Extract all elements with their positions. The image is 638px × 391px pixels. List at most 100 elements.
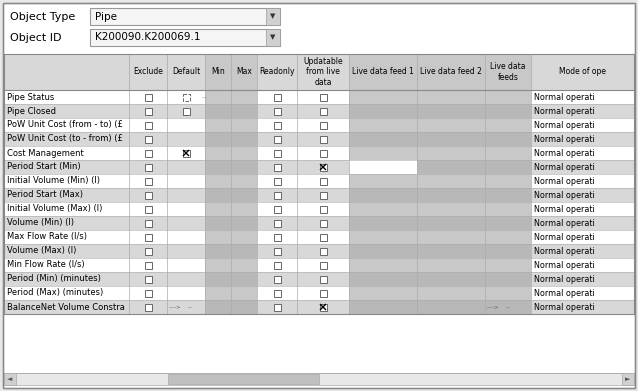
- Text: Mode of ope: Mode of ope: [559, 68, 606, 77]
- Bar: [129, 132, 167, 146]
- Bar: [320, 192, 327, 199]
- Bar: [349, 286, 417, 300]
- Bar: [417, 244, 485, 258]
- Bar: [297, 90, 349, 104]
- Bar: [257, 160, 297, 174]
- Text: Normal operati: Normal operati: [534, 149, 595, 158]
- Bar: [129, 188, 167, 202]
- Bar: [205, 272, 231, 286]
- Bar: [417, 146, 485, 160]
- Bar: [485, 174, 531, 188]
- Bar: [320, 206, 327, 212]
- Bar: [349, 300, 417, 314]
- Bar: [531, 258, 634, 272]
- Bar: [417, 216, 485, 230]
- Text: Normal operati: Normal operati: [534, 163, 595, 172]
- Text: ...: ...: [201, 95, 207, 99]
- Text: Readonly: Readonly: [259, 68, 295, 77]
- Bar: [297, 272, 349, 286]
- Bar: [205, 216, 231, 230]
- Bar: [129, 174, 167, 188]
- Bar: [485, 272, 531, 286]
- Bar: [257, 202, 297, 216]
- Text: ...: ...: [505, 305, 510, 310]
- Bar: [167, 216, 205, 230]
- Bar: [231, 216, 257, 230]
- Bar: [257, 146, 297, 160]
- Bar: [349, 272, 417, 286]
- Text: Period (Max) (minutes): Period (Max) (minutes): [7, 289, 103, 298]
- Bar: [417, 258, 485, 272]
- Bar: [4, 272, 129, 286]
- Bar: [231, 272, 257, 286]
- Bar: [417, 160, 485, 174]
- Bar: [4, 160, 129, 174]
- Text: Volume (Max) (l): Volume (Max) (l): [7, 246, 77, 255]
- Bar: [320, 122, 327, 129]
- Bar: [231, 118, 257, 132]
- Bar: [144, 136, 151, 142]
- Bar: [129, 272, 167, 286]
- Bar: [274, 276, 281, 283]
- Bar: [231, 230, 257, 244]
- Bar: [320, 163, 327, 170]
- Bar: [297, 146, 349, 160]
- Bar: [167, 244, 205, 258]
- Text: ◄: ◄: [7, 376, 13, 382]
- Bar: [531, 90, 634, 104]
- Bar: [349, 118, 417, 132]
- Bar: [129, 202, 167, 216]
- Text: Normal operati: Normal operati: [534, 219, 595, 228]
- Bar: [485, 202, 531, 216]
- Bar: [4, 258, 129, 272]
- Bar: [485, 230, 531, 244]
- Text: Live data
feeds: Live data feeds: [490, 62, 526, 82]
- Bar: [4, 244, 129, 258]
- Text: Pipe: Pipe: [95, 11, 117, 22]
- Bar: [320, 262, 327, 269]
- Text: Normal operati: Normal operati: [534, 274, 595, 283]
- Bar: [297, 188, 349, 202]
- Bar: [531, 132, 634, 146]
- Bar: [297, 258, 349, 272]
- Bar: [320, 289, 327, 296]
- Bar: [349, 258, 417, 272]
- Bar: [257, 300, 297, 314]
- Bar: [205, 258, 231, 272]
- Bar: [274, 178, 281, 185]
- Text: K200090.K200069.1: K200090.K200069.1: [95, 32, 200, 43]
- Bar: [266, 8, 280, 25]
- Bar: [129, 118, 167, 132]
- Bar: [320, 136, 327, 142]
- Bar: [205, 300, 231, 314]
- Bar: [257, 244, 297, 258]
- Text: Volume (Min) (l): Volume (Min) (l): [7, 219, 74, 228]
- Text: Normal operati: Normal operati: [534, 303, 595, 312]
- Bar: [182, 93, 189, 100]
- Bar: [485, 258, 531, 272]
- Bar: [205, 202, 231, 216]
- Text: Min Flow Rate (l/s): Min Flow Rate (l/s): [7, 260, 85, 269]
- Bar: [274, 192, 281, 199]
- Bar: [349, 230, 417, 244]
- Bar: [167, 272, 205, 286]
- Bar: [167, 132, 205, 146]
- Bar: [531, 160, 634, 174]
- Bar: [417, 54, 485, 90]
- Bar: [4, 90, 129, 104]
- Bar: [485, 104, 531, 118]
- Text: Object ID: Object ID: [10, 33, 61, 43]
- Bar: [266, 29, 280, 46]
- Bar: [297, 244, 349, 258]
- Bar: [129, 286, 167, 300]
- Bar: [257, 118, 297, 132]
- Bar: [531, 230, 634, 244]
- Bar: [297, 160, 349, 174]
- Bar: [231, 244, 257, 258]
- Bar: [129, 160, 167, 174]
- Bar: [167, 230, 205, 244]
- Bar: [144, 233, 151, 240]
- Bar: [349, 202, 417, 216]
- Bar: [622, 373, 634, 385]
- Bar: [485, 54, 531, 90]
